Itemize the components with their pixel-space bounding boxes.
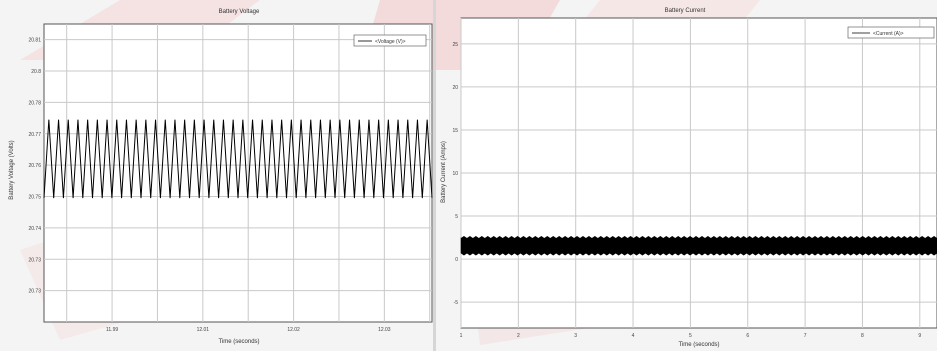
voltage-chart-title: Battery Voltage <box>219 9 260 15</box>
current-grid <box>460 18 937 328</box>
v-y-tick-label: 20.77 <box>28 132 41 138</box>
c-x-tick-label: 9 <box>918 333 921 339</box>
v-x-tick-label: 11.99 <box>106 327 118 333</box>
current-chart-title: Battery Current <box>665 8 706 14</box>
c-y-tick-label: 25 <box>452 42 458 48</box>
c-x-tick-label: 1 <box>460 333 463 339</box>
voltage-chart-panel: Battery Voltage 20.73 20.73 20.74 20.75 20.7… <box>0 0 433 351</box>
v-x-tick-label: 12.03 <box>378 327 391 333</box>
v-y-tick-label: 20.78 <box>28 100 41 106</box>
v-y-tick-label: 20.81 <box>28 38 41 44</box>
current-y-axis-label: Battery Current (Amps) <box>441 141 447 203</box>
current-legend-label: <Current (A)> <box>873 31 904 37</box>
c-y-tick-label: 0 <box>455 257 458 263</box>
voltage-x-ticks: 11.99 12.01 12.02 12.03 <box>106 327 391 333</box>
current-chart: Battery Current -5 0 5 10 15 20 25 1 2 3 4 5 6 7 8 9 <… <box>441 8 937 348</box>
voltage-legend-label: <Voltage (V)> <box>375 39 406 45</box>
c-x-tick-label: 5 <box>689 333 692 339</box>
c-x-tick-label: 8 <box>861 333 864 339</box>
current-x-axis-label: Time (seconds) <box>678 342 719 348</box>
c-x-tick-label: 3 <box>574 333 577 339</box>
c-y-tick-label: 5 <box>455 214 458 220</box>
voltage-y-ticks: 20.73 20.73 20.74 20.75 20.76 20.77 20.78 20.8 2… <box>28 38 41 295</box>
voltage-x-axis-label: Time (seconds) <box>218 339 259 345</box>
current-chart-panel: Battery Current -5 0 5 10 15 20 25 1 2 3 4 5 6 7 8 9 <… <box>436 0 937 351</box>
voltage-legend: <Voltage (V)> <box>353 34 427 47</box>
c-x-tick-label: 7 <box>804 333 807 339</box>
v-y-tick-label: 20.75 <box>28 195 41 201</box>
current-x-ticks: 1 2 3 4 5 6 7 8 9 <box>460 333 922 339</box>
v-y-tick-label: 20.76 <box>28 163 41 169</box>
c-y-tick-label: 15 <box>452 128 458 134</box>
c-y-tick-label: 20 <box>452 85 458 91</box>
v-x-tick-label: 12.01 <box>197 327 210 333</box>
c-y-tick-label: 10 <box>452 171 458 177</box>
current-y-ticks: -5 0 5 10 15 20 25 <box>452 42 458 306</box>
current-series-line <box>460 236 937 256</box>
voltage-chart: Battery Voltage 20.7320.7320.7420.7520.7… <box>9 9 433 345</box>
c-y-tick-label: -5 <box>454 300 459 306</box>
v-y-tick-label: 20.8 <box>31 69 41 75</box>
panel-separator <box>433 0 436 351</box>
voltage-plot-area <box>43 23 433 323</box>
c-x-tick-label: 6 <box>746 333 749 339</box>
c-x-tick-label: 4 <box>632 333 635 339</box>
v-x-tick-label: 12.02 <box>287 327 300 333</box>
c-x-tick-label: 2 <box>517 333 520 339</box>
voltage-y-axis-label: Battery Voltage (Volts) <box>9 140 15 199</box>
current-legend: <Current (A)> <box>847 26 935 39</box>
v-y-tick-label: 20.74 <box>28 226 41 232</box>
v-y-tick-label: 20.73 <box>28 257 41 263</box>
voltage-series-line <box>43 119 433 199</box>
v-y-tick-label: 20.73 <box>28 289 41 295</box>
voltage-grid <box>44 24 432 322</box>
